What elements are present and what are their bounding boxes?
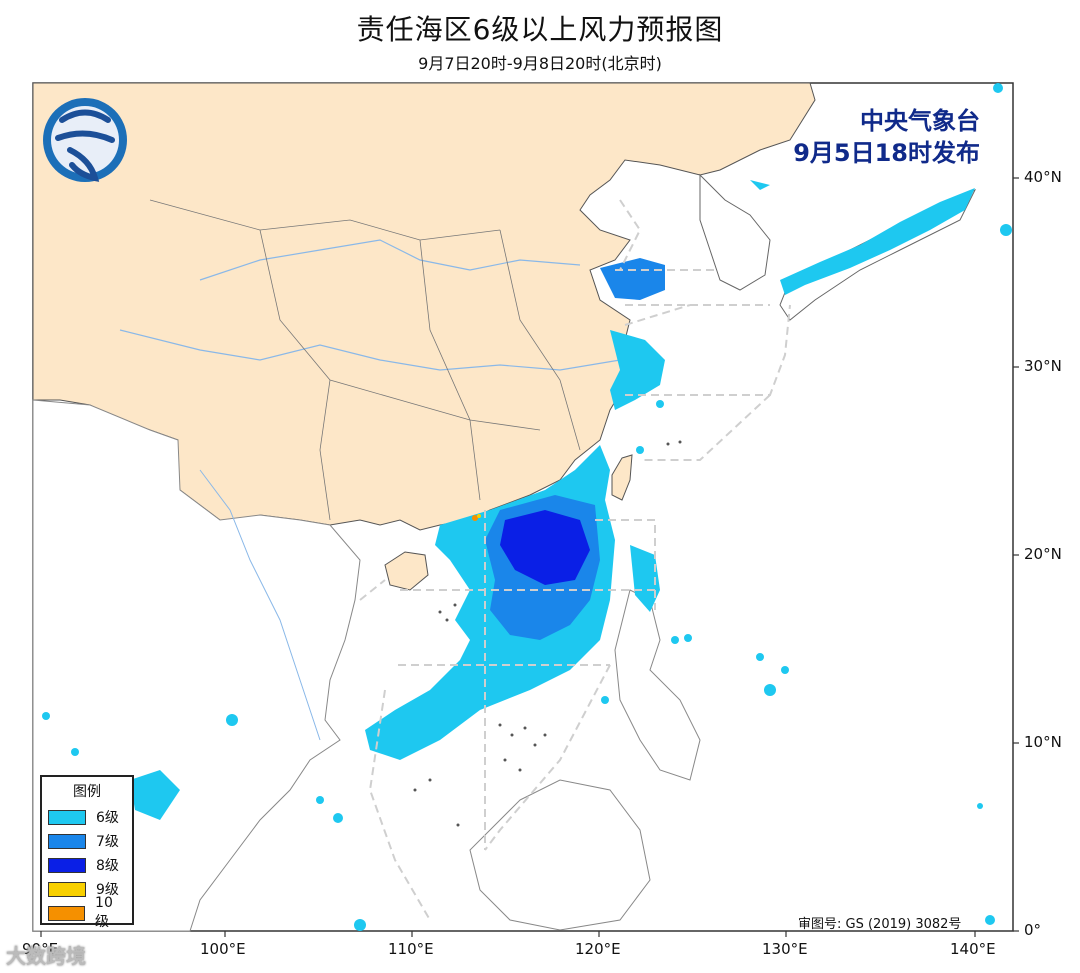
cma-logo-icon	[43, 98, 127, 182]
mekong-river	[199, 469, 321, 741]
map-title: 责任海区6级以上风力预报图	[356, 13, 724, 46]
lon-label-130: 130°E	[762, 940, 808, 958]
lat-ticks	[1013, 177, 1019, 932]
sea-area-boundaries	[359, 199, 791, 921]
approval-number: 审图号: GS (2019) 3082号	[798, 917, 962, 932]
lon-label-140: 140°E	[950, 940, 996, 958]
lon-label-90: 90°E	[22, 940, 59, 958]
lon-label-100: 100°E	[200, 940, 246, 958]
province-boundaries	[149, 199, 581, 521]
legend-label: 9级	[96, 882, 119, 898]
lon-ticks	[40, 931, 976, 937]
taiwan-island	[611, 454, 633, 501]
lon-label-110: 110°E	[388, 940, 434, 958]
legend-item: 7级	[48, 829, 126, 853]
borneo-outline	[469, 779, 651, 931]
legend-swatch	[48, 809, 86, 825]
legend-item: 10级	[48, 895, 126, 930]
legend-item: 6级	[48, 805, 126, 829]
legend-label: 6级	[96, 810, 119, 826]
lat-label-0: 0°	[1024, 921, 1042, 939]
legend-label: 7级	[96, 834, 119, 850]
lat-label-10: 10°N	[1024, 733, 1062, 751]
korea-outline	[699, 173, 771, 291]
legend-label: 10级	[95, 895, 113, 930]
watermark: 大数跨境	[6, 944, 86, 968]
wind-zone-8	[500, 510, 590, 585]
lon-label-120: 120°E	[575, 940, 621, 958]
wind-zone-10	[472, 515, 478, 521]
lat-label-20: 20°N	[1024, 545, 1062, 563]
yellow-river	[199, 239, 581, 281]
legend-item: 8级	[48, 853, 126, 877]
legend-label: 8级	[96, 858, 119, 874]
legend: 图例 6级 7级 8级 9级 10级	[40, 775, 134, 930]
legend-swatch	[48, 833, 86, 849]
lat-label-30: 30°N	[1024, 357, 1062, 375]
yangtze-river	[119, 329, 621, 371]
wind-zone-9	[477, 514, 481, 518]
legend-swatch	[48, 881, 86, 897]
issuer-org: 中央气象台	[860, 107, 980, 135]
lat-label-40: 40°N	[1024, 168, 1062, 186]
issuer-block: 中央气象台 9月5日18时发布	[793, 105, 980, 169]
legend-swatch	[48, 857, 86, 873]
issuer-time: 9月5日18时发布	[793, 139, 980, 167]
legend-swatch	[48, 905, 86, 921]
reef-islands	[413, 440, 682, 827]
legend-title: 图例	[73, 784, 101, 800]
philippines-outline	[614, 589, 701, 781]
hainan-island	[384, 551, 429, 591]
map-subtitle: 9月7日20时-9月8日20时(北京时)	[418, 54, 662, 73]
legend-item: 9级	[48, 877, 126, 901]
